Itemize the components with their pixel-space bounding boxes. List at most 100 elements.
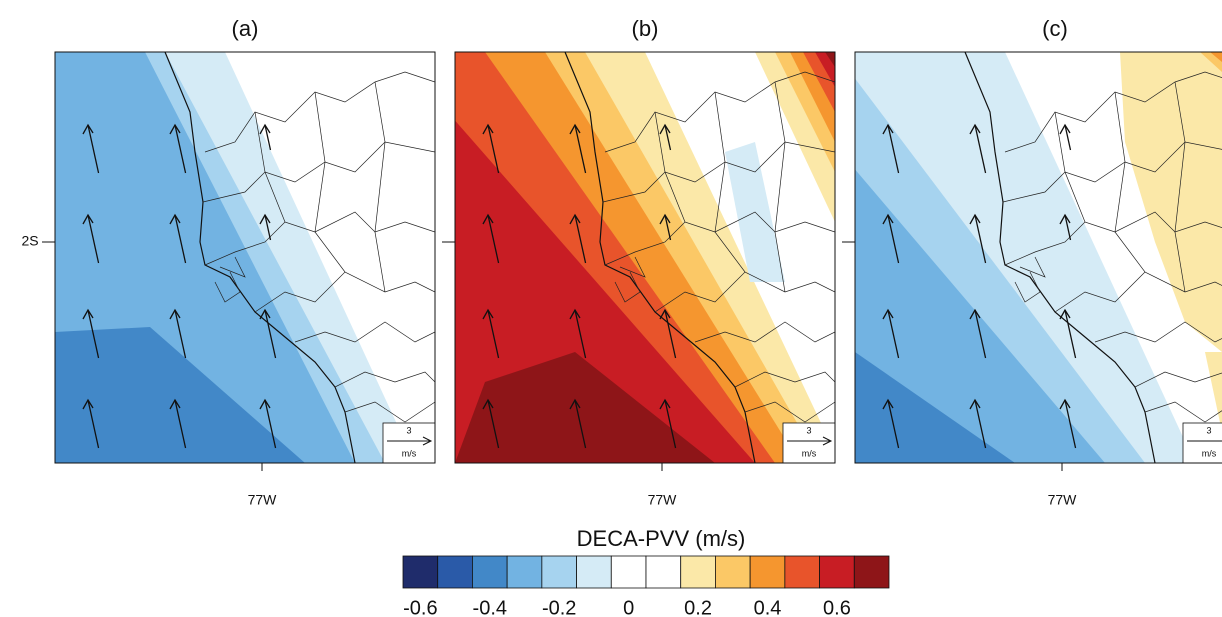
wind-arrow [574,124,587,174]
wind-arrow [887,124,900,174]
wind-arrow-head [259,123,271,135]
colorbar-box [610,555,647,589]
map-content: 3 m/s [55,52,435,463]
colorbar-tick-label: 0.6 [823,597,851,617]
wind-arrow [664,309,677,359]
wind-arrow-head [82,123,94,135]
wind-arrow-head [82,213,94,225]
district-border [1144,401,1222,423]
colorbar-box [437,555,473,589]
contour-band [1205,352,1222,432]
colorbar-box [506,555,543,589]
wind-arrow-head [882,398,894,410]
district-border [714,91,746,273]
wind-arrow-head [969,398,981,410]
wind-arrow-head [169,308,181,320]
contour-band [1120,52,1222,352]
contour-band [55,327,305,463]
reference-vector: 3 m/s [382,422,435,463]
contour-band [825,52,835,67]
contour-band [645,52,835,453]
district-border [734,371,835,388]
wind-arrow [664,214,672,241]
wind-arrow [174,309,187,359]
wind-arrow [174,214,187,264]
contour-band [815,52,835,87]
wind-arrow-head [882,308,894,320]
wind-arrow [1064,124,1072,151]
wind-arrow [887,309,900,359]
wind-arrow [887,399,900,449]
reference-magnitude: 3 [806,425,811,435]
contour-band [1210,52,1222,62]
wind-arrow [264,124,272,151]
district-border [202,141,435,203]
map-panel: 3 m/s 77W [442,51,836,508]
wind-arrow-head [1059,213,1071,225]
wind-arrow-head [882,123,894,135]
district-border [694,321,835,343]
wind-arrow-head [482,398,494,410]
x-tick-label: 77W [248,492,278,508]
district-border [344,401,435,423]
contour-band [855,169,1105,463]
reference-arrow-head [822,436,833,446]
panel-frame [854,51,1222,464]
wind-arrow [974,309,987,359]
wind-arrow [1064,309,1077,359]
reference-vector: 3 m/s [1182,422,1222,463]
wind-arrow-head [569,123,581,135]
reference-vector: 3 m/s [782,422,835,463]
wind-arrow [664,124,672,151]
wind-arrow [264,214,272,241]
colorbar-box [576,555,612,589]
district-border [602,141,835,203]
wind-arrow [574,399,587,449]
x-tick-label: 77W [1048,492,1078,508]
colorbar-tick-label: 0 [623,597,634,617]
district-border [1019,256,1046,278]
wind-arrow [264,309,277,359]
wind-arrow-head [659,123,671,135]
wind-arrow [174,124,187,174]
wind-arrow-head [169,123,181,135]
district-border [614,271,641,303]
wind-arrow-head [259,308,271,320]
y-tick-label: 2S [21,233,38,249]
wind-arrow-head [882,213,894,225]
colorbar-box [749,555,786,589]
colorbar-tick-label: -0.2 [542,597,576,617]
wind-arrow-head [82,308,94,320]
wind-arrow-head [169,213,181,225]
contour-band [225,52,435,463]
wind-arrow [87,309,100,359]
panel-title: (c) [1042,16,1068,41]
district-border [654,111,686,223]
district-border [1002,141,1222,203]
wind-arrow [174,399,187,449]
district-border [619,256,646,278]
wind-arrow [87,399,100,449]
panel-title: (a) [232,16,259,41]
wind-arrow [664,399,677,449]
colorbar-tick-label: -0.6 [403,597,437,617]
colorbar-box [715,555,751,589]
colorbar-box [645,555,682,589]
contour-band [855,352,1015,463]
wind-arrow [887,214,900,264]
reference-box [1182,422,1222,463]
wind-arrow [487,399,500,449]
wind-arrow [264,399,277,449]
reference-unit: m/s [802,448,817,458]
colorbar-box [853,555,890,589]
district-border [334,371,435,388]
colorbar-tick-label: -0.4 [473,597,507,617]
wind-arrow-head [482,123,494,135]
district-border [294,321,435,343]
wind-arrow-head [569,308,581,320]
reference-unit: m/s [1202,448,1217,458]
wind-arrow [487,214,500,264]
colorbar-box [402,555,439,589]
wind-arrow [87,214,100,264]
district-border [1114,91,1146,273]
